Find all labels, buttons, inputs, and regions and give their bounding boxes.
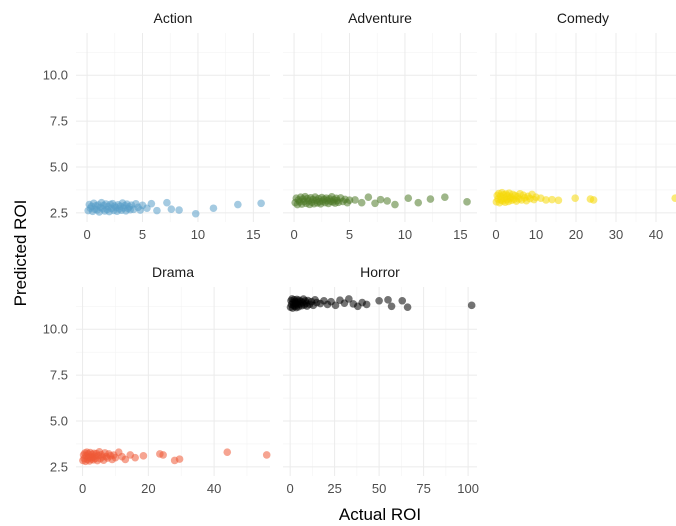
data-point <box>262 451 271 459</box>
facet-title: Action <box>154 10 193 26</box>
data-point <box>139 452 148 460</box>
data-point <box>414 198 423 207</box>
data-point <box>542 196 550 204</box>
x-tick-label: 0 <box>83 227 90 242</box>
facet-horror: Horror 0 25 50 75 100 <box>283 264 479 496</box>
data-point <box>403 303 412 311</box>
x-tick-label: 30 <box>609 227 623 242</box>
data-point <box>357 198 366 207</box>
x-tick-label: 15 <box>246 227 260 242</box>
data-point <box>426 195 435 203</box>
facet-adventure: Adventure 0 5 10 15 <box>283 10 477 242</box>
x-tick-label: 10 <box>398 227 412 242</box>
data-point <box>383 197 392 205</box>
x-tick-label: 40 <box>649 227 663 242</box>
data-point <box>153 206 161 215</box>
x-tick-label: 75 <box>416 481 430 496</box>
y-axis-title: Predicted ROI <box>11 200 30 307</box>
data-point <box>375 296 383 305</box>
y-tick-label: 5.0 <box>50 413 68 428</box>
x-tick-label: 5 <box>139 227 146 242</box>
data-point <box>391 200 399 209</box>
data-point <box>441 193 449 202</box>
data-point <box>131 453 139 462</box>
data-point <box>175 206 183 214</box>
x-tick-label: 40 <box>207 481 221 496</box>
panels-layer: Action 0 5 10 15 2.5 5.0 7.5 10.0 Adventure 0 5 10 15… <box>43 10 676 496</box>
data-point <box>175 455 184 463</box>
y-tick-label: 2.5 <box>50 459 68 474</box>
data-point <box>571 194 579 202</box>
data-point <box>362 300 371 309</box>
facet-action: Action 0 5 10 15 2.5 5.0 7.5 10.0 <box>43 10 270 242</box>
facet-title: Drama <box>152 264 194 280</box>
data-point <box>467 301 476 310</box>
data-point <box>404 194 413 202</box>
facet-comedy: Comedy 0 10 20 30 40 <box>490 10 676 242</box>
x-tick-label: 0 <box>290 227 297 242</box>
y-tick-label: 10.0 <box>43 322 68 337</box>
x-tick-label: 20 <box>141 481 155 496</box>
data-point <box>209 204 218 213</box>
y-tick-label: 2.5 <box>50 205 68 220</box>
x-axis-title: Actual ROI <box>339 505 421 524</box>
y-tick-label: 7.5 <box>50 368 68 383</box>
x-tick-label: 10 <box>529 227 543 242</box>
data-point <box>345 196 354 204</box>
data-point <box>364 193 373 202</box>
facet-title: Adventure <box>348 10 412 26</box>
y-tick-label: 5.0 <box>50 159 68 174</box>
data-point <box>589 196 598 204</box>
data-point <box>376 195 385 204</box>
data-point <box>463 198 471 206</box>
facet-drama: Drama 0 20 40 2.5 5.0 7.5 10.0 <box>43 264 271 496</box>
facet-title: Horror <box>360 264 400 280</box>
x-tick-label: 0 <box>287 481 294 496</box>
x-tick-label: 10 <box>191 227 205 242</box>
data-point <box>147 199 156 208</box>
data-point <box>331 301 340 310</box>
data-point <box>159 451 167 459</box>
data-point <box>351 196 359 204</box>
data-point <box>387 302 396 311</box>
data-point <box>121 455 130 464</box>
x-tick-label: 0 <box>492 227 499 242</box>
data-point <box>223 448 232 456</box>
x-tick-label: 25 <box>327 481 341 496</box>
x-tick-label: 0 <box>79 481 86 496</box>
data-point <box>384 296 392 304</box>
data-point <box>371 199 379 208</box>
data-point <box>257 199 265 208</box>
data-point <box>234 200 242 209</box>
data-point <box>398 296 407 305</box>
data-point <box>671 194 676 202</box>
x-tick-label: 15 <box>453 227 467 242</box>
x-tick-label: 100 <box>457 481 479 496</box>
data-point <box>163 198 171 207</box>
data-point <box>191 209 200 218</box>
data-point <box>554 196 563 205</box>
facet-title: Comedy <box>557 10 609 26</box>
x-tick-label: 50 <box>372 481 386 496</box>
data-point <box>548 195 556 204</box>
x-tick-label: 20 <box>569 227 583 242</box>
y-tick-label: 7.5 <box>50 114 68 129</box>
y-tick-label: 10.0 <box>43 68 68 83</box>
x-tick-label: 5 <box>346 227 353 242</box>
data-point <box>345 295 353 303</box>
data-point <box>167 205 176 213</box>
data-point <box>111 453 120 462</box>
